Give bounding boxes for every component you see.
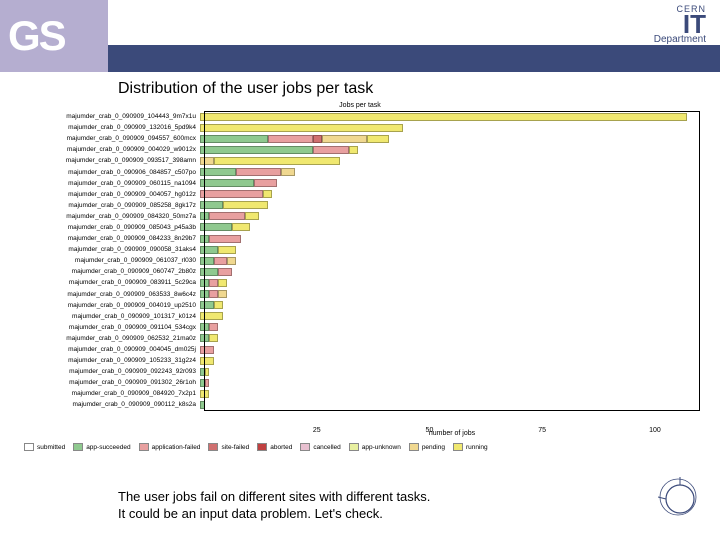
legend: submitted app-succeeded application-failed…	[0, 437, 720, 457]
bars-border	[204, 111, 700, 411]
task-label: majumder_crab_0_090909_090058_31aks4	[20, 246, 200, 253]
legend-item: cancelled	[300, 443, 340, 451]
it-bar: CERN IT Department	[108, 0, 720, 45]
legend-label: aborted	[270, 444, 292, 451]
legend-swatch	[24, 443, 34, 451]
legend-label: app-succeeded	[86, 444, 130, 451]
legend-label: application-failed	[152, 444, 201, 451]
task-label: majumder_crab_0_090909_063533_8w6c4z	[20, 291, 200, 298]
task-label: majumder_crab_0_090909_105233_31g2z4	[20, 357, 200, 364]
legend-swatch	[257, 443, 267, 451]
task-label: majumder_crab_0_090909_090112_k8s2a	[20, 401, 200, 408]
chart-area: Jobs per task majumder_crab_0_090909_104…	[0, 102, 720, 437]
task-label: majumder_crab_0_090909_104443_9m7x1u	[20, 113, 200, 120]
task-label: majumder_crab_0_090909_004029_w9012x	[20, 146, 200, 153]
task-label: majumder_crab_0_090909_060747_2b80z	[20, 268, 200, 275]
task-label: majumder_crab_0_090909_084320_50mz7a	[20, 213, 200, 220]
legend-item: aborted	[257, 443, 292, 451]
chart: majumder_crab_0_090909_104443_9m7x1umaju…	[20, 111, 700, 437]
task-label: majumder_crab_0_090909_061037_rl030	[20, 257, 200, 264]
chart-title: Jobs per task	[20, 102, 700, 109]
legend-item: running	[453, 443, 488, 451]
legend-item: application-failed	[139, 443, 201, 451]
legend-item: app-unknown	[349, 443, 401, 451]
legend-swatch	[349, 443, 359, 451]
slide-title: Distribution of the user jobs per task	[0, 72, 720, 102]
task-label: majumder_crab_0_090909_093517_398amn	[20, 157, 200, 164]
legend-swatch	[208, 443, 218, 451]
legend-label: cancelled	[313, 444, 340, 451]
it-label: IT	[654, 14, 706, 34]
legend-item: site-failed	[208, 443, 249, 451]
task-label: majumder_crab_0_090909_094557_600mcx	[20, 135, 200, 142]
legend-label: running	[466, 444, 488, 451]
task-label: majumder_crab_0_090909_091104_534cgx	[20, 324, 200, 331]
footer-line-1: The user jobs fail on different sites wi…	[118, 488, 430, 505]
footer-line-2: It could be an input data problem. Let's…	[118, 505, 430, 522]
legend-swatch	[73, 443, 83, 451]
task-label: majumder_crab_0_090909_084920_7x2p1	[20, 390, 200, 397]
x-axis-label: number of jobs	[204, 430, 700, 437]
legend-item: pending	[409, 443, 445, 451]
header: GS CERN IT Department	[0, 0, 720, 72]
legend-label: app-unknown	[362, 444, 401, 451]
legend-label: pending	[422, 444, 445, 451]
legend-swatch	[139, 443, 149, 451]
task-label: majumder_crab_0_090909_092243_92r093	[20, 368, 200, 375]
header-right: CERN IT Department	[108, 0, 720, 72]
legend-label: submitted	[37, 444, 65, 451]
task-label: majumder_crab_0_090906_084857_c507po	[20, 169, 200, 176]
task-label: majumder_crab_0_090909_132016_5pd9k4	[20, 124, 200, 131]
cern-ring-icon	[658, 477, 702, 526]
task-label: majumder_crab_0_090909_004019_up2510	[20, 302, 200, 309]
task-label: majumder_crab_0_090909_004045_dm025j	[20, 346, 200, 353]
legend-item: app-succeeded	[73, 443, 130, 451]
task-label: majumder_crab_0_090909_101317_k01z4	[20, 313, 200, 320]
dept-label: Department	[654, 34, 706, 45]
task-label: majumder_crab_0_090909_083911_5c29ca	[20, 279, 200, 286]
legend-swatch	[409, 443, 419, 451]
cern-it-logo: CERN IT Department	[654, 4, 706, 45]
task-label: majumder_crab_0_090909_091302_26r1oh	[20, 379, 200, 386]
task-label: majumder_crab_0_090909_004057_hg012z	[20, 191, 200, 198]
legend-swatch	[300, 443, 310, 451]
task-label: majumder_crab_0_090909_085258_8gk17z	[20, 202, 200, 209]
task-label: majumder_crab_0_090909_062532_21ma0z	[20, 335, 200, 342]
task-label: majumder_crab_0_090909_084233_8n29b7	[20, 235, 200, 242]
legend-swatch	[453, 443, 463, 451]
task-label: majumder_crab_0_090909_060115_na1094	[20, 180, 200, 187]
gs-text: GS	[8, 12, 65, 60]
task-label: majumder_crab_0_090909_085043_p45a3b	[20, 224, 200, 231]
footer-text: The user jobs fail on different sites wi…	[118, 488, 430, 522]
legend-item: submitted	[24, 443, 65, 451]
gs-logo: GS	[0, 0, 108, 72]
legend-label: site-failed	[221, 444, 249, 451]
blue-bar	[108, 45, 720, 72]
